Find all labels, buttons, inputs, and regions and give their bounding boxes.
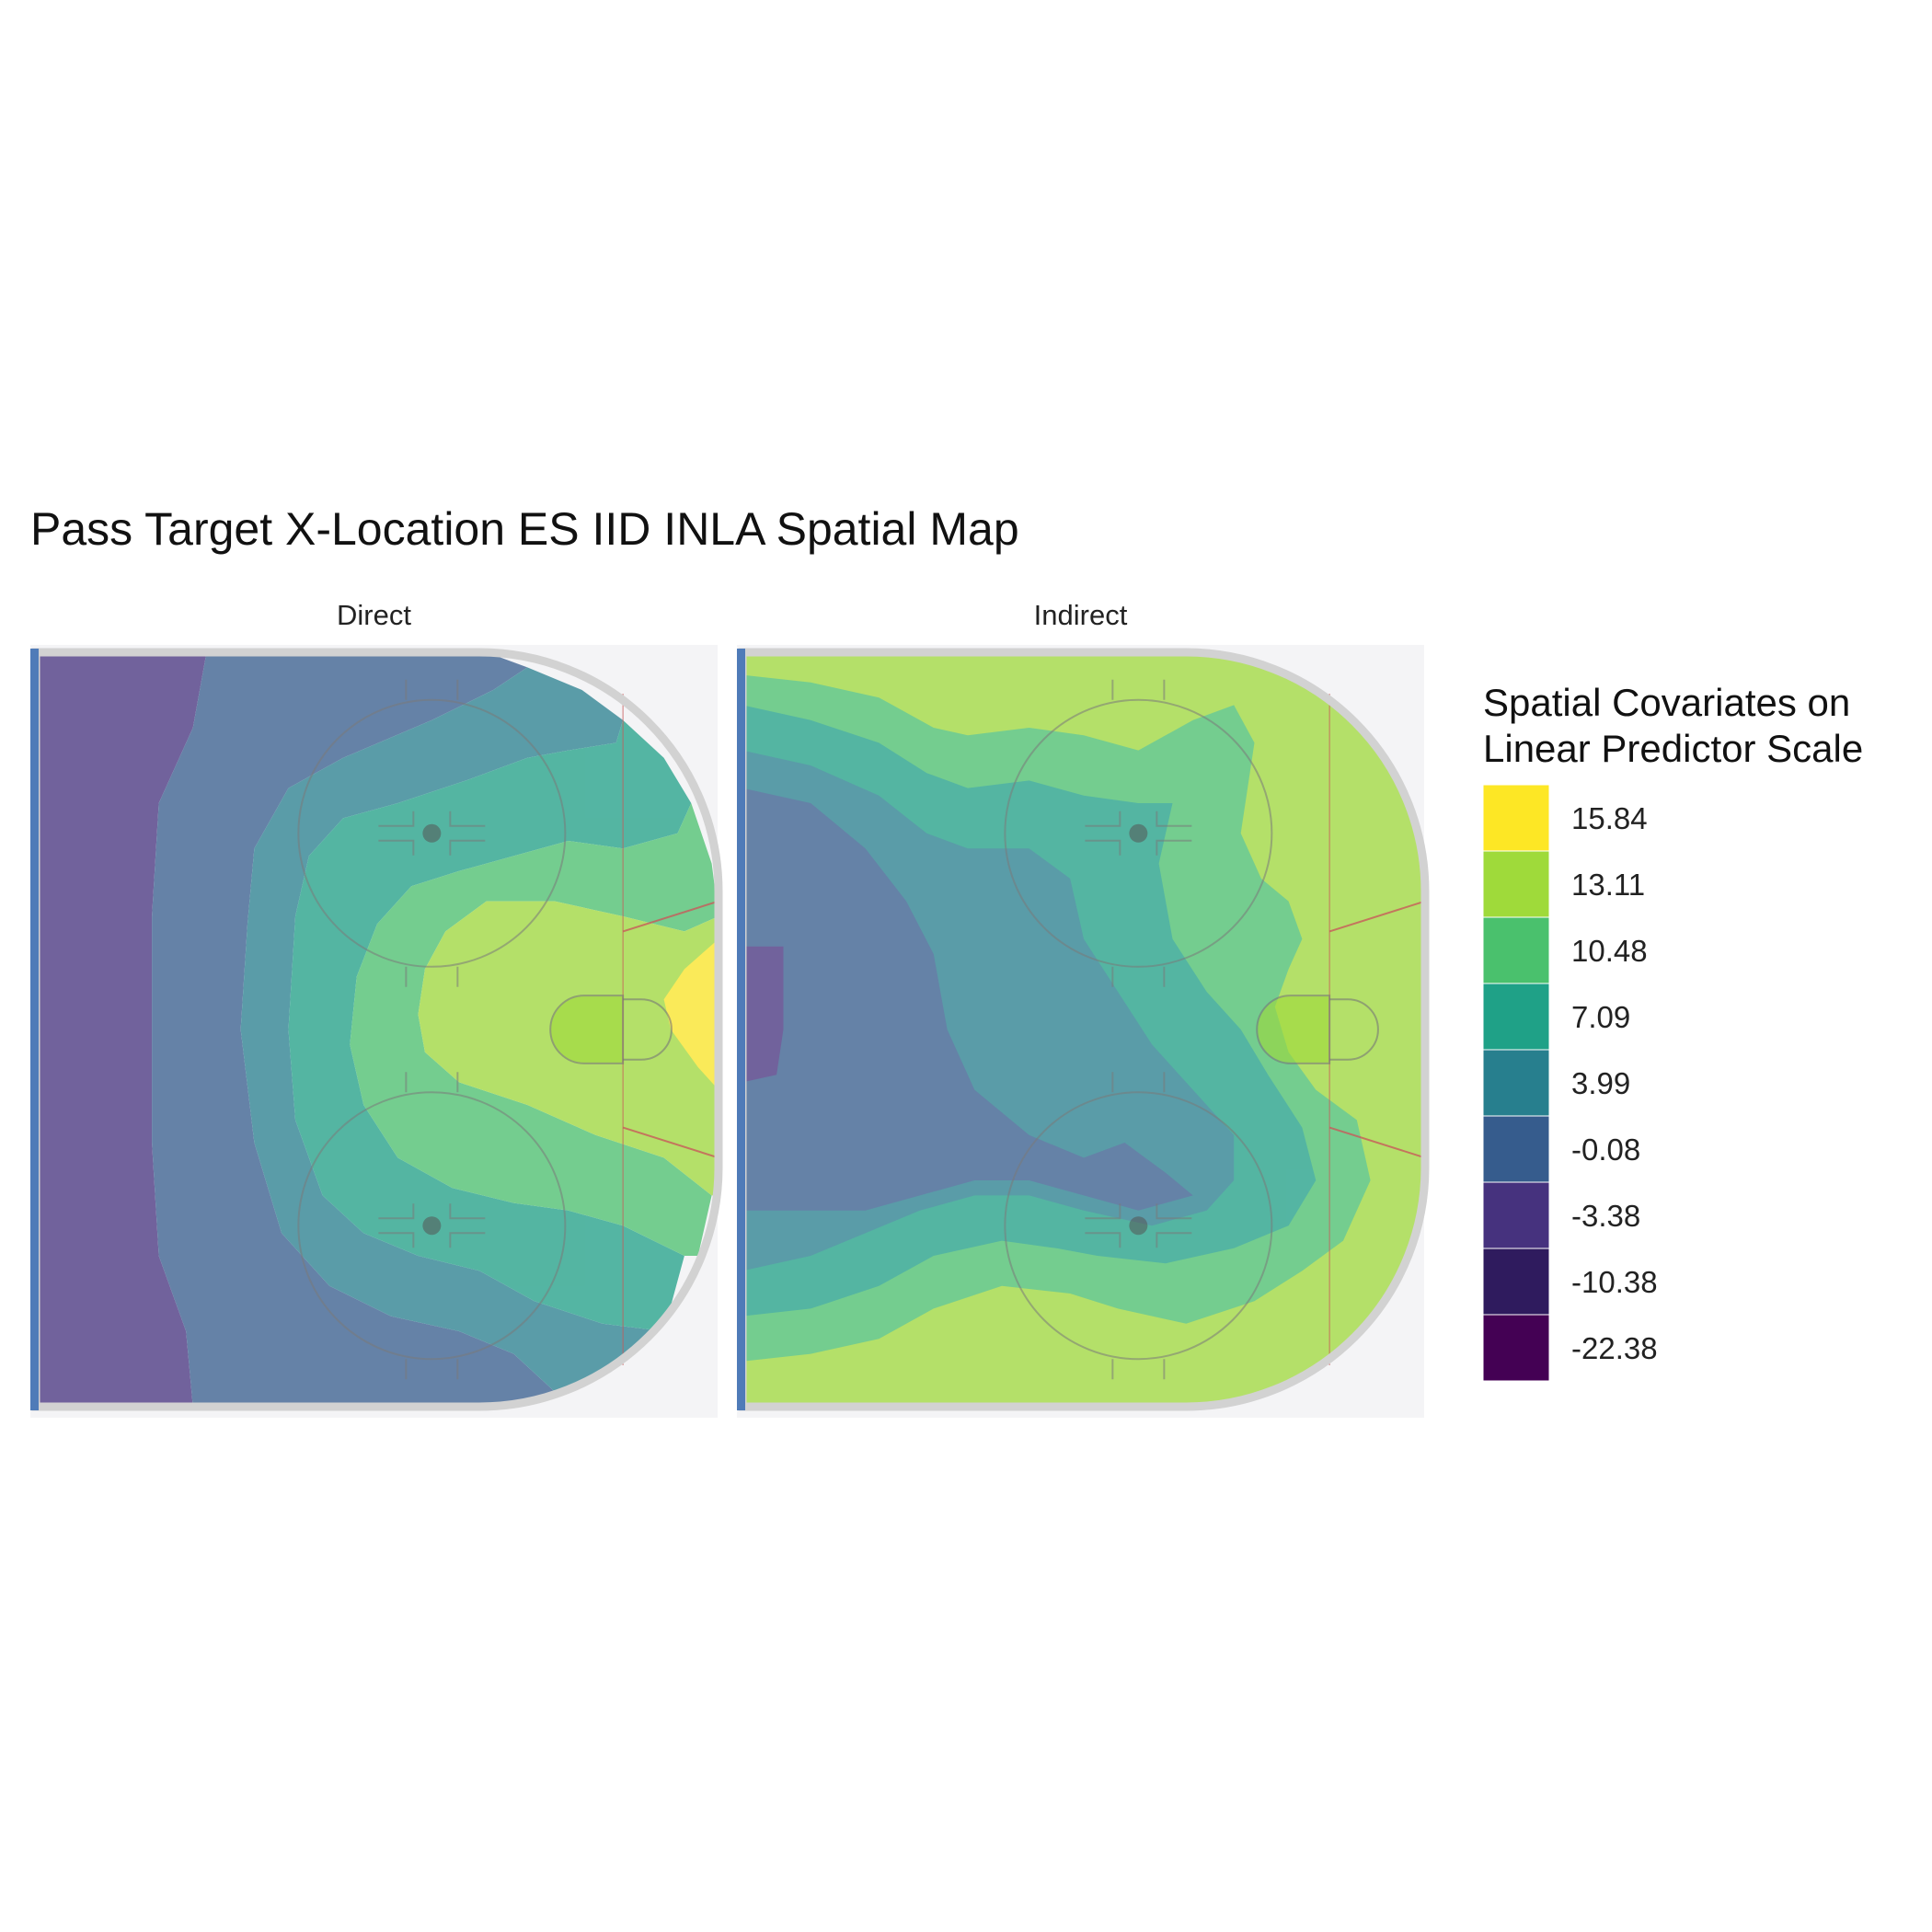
legend-label: 13.11 — [1571, 868, 1645, 902]
facet-panels: Direct Indirect — [30, 599, 1430, 1418]
blue-line — [737, 649, 745, 1410]
rink-boards — [31, 648, 723, 1411]
hash-marks — [378, 1203, 486, 1248]
blue-line — [30, 649, 39, 1410]
goal-net — [623, 998, 673, 1061]
legend-key — [1482, 916, 1550, 984]
heatmap-band — [152, 652, 555, 1407]
rink-markings — [1004, 679, 1273, 1380]
faceoff-circle — [297, 1091, 567, 1361]
legend-label: 3.99 — [1571, 1066, 1630, 1100]
faceoff-circle — [297, 698, 567, 968]
circle-hash-marks — [405, 1072, 459, 1380]
legend-key — [1482, 850, 1550, 918]
faceoff-dot — [422, 823, 442, 843]
heatmap-band — [288, 719, 692, 1331]
legend-key — [1482, 1248, 1550, 1316]
legend-label: -22.38 — [1571, 1331, 1658, 1365]
legend-label: 7.09 — [1571, 1000, 1630, 1034]
heatmap-band — [663, 938, 719, 1090]
heatmap-band — [742, 946, 784, 1083]
legend-key — [1482, 1049, 1550, 1117]
legend-title-text: Spatial Covariates on — [1483, 681, 1850, 724]
chart-title: Pass Target X-Location ES IID INLA Spati… — [30, 503, 1019, 555]
hash-marks — [1085, 811, 1192, 856]
heatmap-band — [742, 788, 1193, 1211]
faceoff-circle — [1004, 698, 1273, 968]
circle-hash-marks — [1111, 1072, 1166, 1380]
hash-marks — [1085, 1203, 1192, 1248]
legend-key — [1482, 1181, 1550, 1249]
legend-label: -3.38 — [1571, 1199, 1640, 1233]
hash-marks — [378, 811, 486, 856]
facet-label: Indirect — [1034, 599, 1128, 631]
heatmap-bands — [36, 652, 719, 1407]
goal-crease — [549, 995, 625, 1064]
goal-net — [1329, 998, 1379, 1061]
goal-crease — [1256, 995, 1331, 1064]
legend-label: -10.38 — [1571, 1265, 1658, 1299]
panel-direct: Direct — [30, 599, 723, 1418]
faceoff-circle — [1004, 1091, 1273, 1361]
legend-keys: 15.84 13.11 10.48 7.09 3.99 -0.08 -3.38 -10.38 -… — [1482, 784, 1658, 1382]
circle-hash-marks — [405, 679, 459, 987]
legend-label: 10.48 — [1571, 934, 1648, 968]
rink-markings — [297, 679, 567, 1380]
legend-title-line2: Linear Predictor Scale — [1483, 727, 1863, 770]
heatmap-band — [36, 652, 207, 1407]
faceoff-dot — [422, 1216, 442, 1236]
faceoff-dot — [1129, 823, 1148, 843]
rink-boards — [738, 648, 1430, 1411]
legend-key — [1482, 1314, 1550, 1382]
panel-indirect: Indirect — [737, 599, 1430, 1418]
trapezoid-lines — [622, 900, 719, 1159]
faceoff-dot — [1129, 1216, 1148, 1236]
legend: Spatial Covariates on Linear Predictor S… — [1482, 681, 1863, 1382]
legend-label: -0.08 — [1571, 1133, 1640, 1167]
heatmap-bands — [742, 652, 1425, 1407]
heatmap-band — [350, 803, 719, 1256]
legend-label: 15.84 — [1571, 801, 1648, 835]
legend-key — [1482, 1115, 1550, 1183]
legend-key — [1482, 983, 1550, 1051]
trapezoid-lines — [1328, 900, 1426, 1159]
legend-key — [1482, 784, 1550, 852]
facet-label: Direct — [337, 599, 411, 631]
legend-title: Spatial Covariates on Linear Predictor S… — [1483, 681, 1863, 770]
circle-hash-marks — [1111, 679, 1166, 987]
